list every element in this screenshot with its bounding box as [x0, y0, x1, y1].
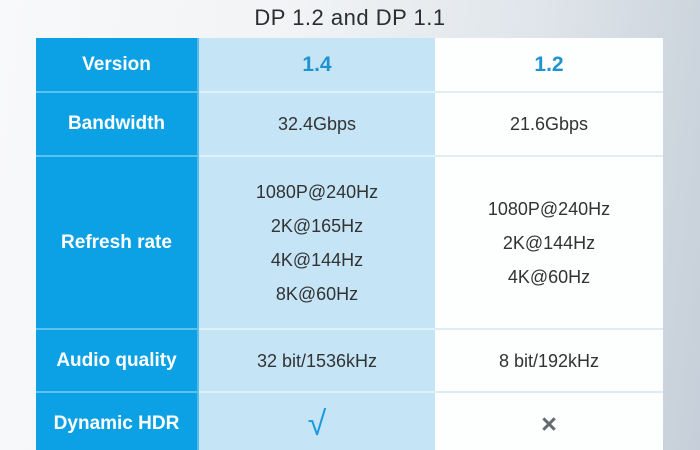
value-audio-quality-dp12: 8 bit/192kHz [435, 330, 663, 393]
value-bandwidth-dp14: 32.4Gbps [199, 93, 435, 157]
table-row-audio-quality: Audio quality 32 bit/1536kHz 8 bit/192kH… [36, 330, 663, 393]
row-label-audio-quality: Audio quality [36, 330, 199, 393]
table-row-dynamic-hdr: Dynamic HDR √ × [36, 393, 663, 450]
cross-icon: × [541, 408, 557, 439]
value-version-dp12: 1.2 [435, 38, 663, 93]
value-refresh-rate-dp14: 1080P@240Hz 2K@165Hz 4K@144Hz 8K@60Hz [199, 157, 435, 330]
value-dynamic-hdr-dp14: √ [199, 393, 435, 450]
table-row-bandwidth: Bandwidth 32.4Gbps 21.6Gbps [36, 93, 663, 157]
value-audio-quality-dp14: 32 bit/1536kHz [199, 330, 435, 393]
row-label-dynamic-hdr: Dynamic HDR [36, 393, 199, 450]
check-icon: √ [307, 405, 327, 443]
comparison-table: Version 1.4 1.2 Bandwidth 32.4Gbps 21.6G… [36, 38, 663, 450]
version-number-14: 1.4 [302, 52, 332, 76]
value-refresh-rate-dp12: 1080P@240Hz 2K@144Hz 4K@60Hz [435, 157, 663, 330]
page-title: DP 1.2 and DP 1.1 [254, 5, 446, 30]
table-row-refresh-rate: Refresh rate 1080P@240Hz 2K@165Hz 4K@144… [36, 157, 663, 330]
value-version-dp14: 1.4 [199, 38, 435, 93]
version-number-12: 1.2 [534, 52, 564, 76]
value-dynamic-hdr-dp12: × [435, 393, 663, 450]
row-label-version: Version [36, 38, 199, 93]
value-bandwidth-dp12: 21.6Gbps [435, 93, 663, 157]
row-label-refresh-rate: Refresh rate [36, 157, 199, 330]
row-label-bandwidth: Bandwidth [36, 93, 199, 157]
table-row-version: Version 1.4 1.2 [36, 38, 663, 93]
